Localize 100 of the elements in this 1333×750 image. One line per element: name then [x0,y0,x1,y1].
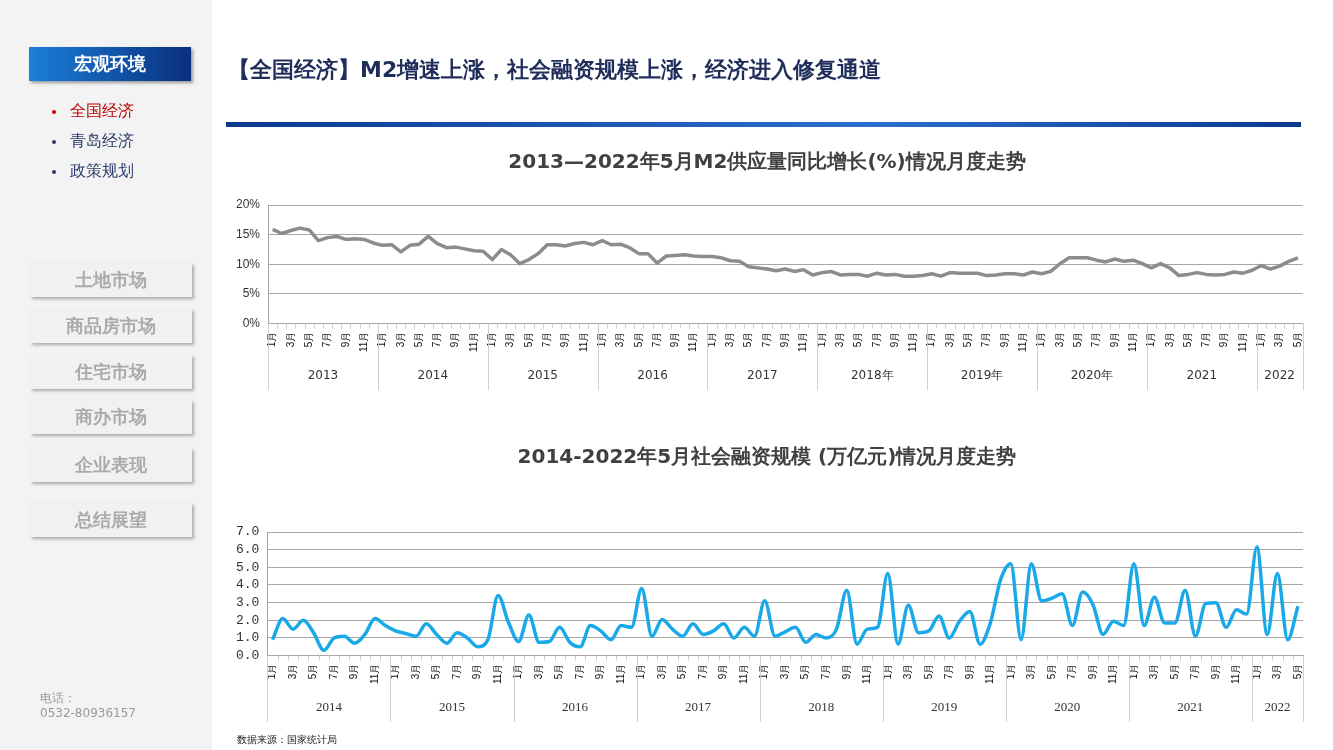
x-tick-label: 7月 [573,663,585,680]
text: 企业表现 [30,448,192,482]
x-tick-label: 7月 [327,663,339,680]
x-tick-label: 5月 [922,663,934,680]
text: 2014 [417,368,449,383]
x-tick-label: 11月 [1107,663,1119,685]
x-tick-label: 11月 [737,663,749,685]
x-tick-label: 7月 [650,331,662,348]
y-tick-label: 0% [242,315,261,330]
x-tick-label: 3月 [394,331,406,348]
text: 2019年 [960,368,1004,383]
x-tick-label: 5月 [307,663,319,680]
text: 2021 [1186,368,1218,383]
x-tick-label: 5月 [852,331,864,348]
x-tick-label: 11月 [687,331,699,353]
x-tick-label: 9月 [348,663,360,680]
x-tick-label: 11月 [1126,331,1138,353]
y-tick-label: 1.0 [236,630,260,646]
text: 【全国经济】M2增速上涨，社会融资规模上涨，经济进入修复通道 [228,56,882,84]
x-tick-label: 11月 [984,663,996,685]
text: 2017 [685,699,712,715]
x-tick-label: 5月 [632,331,644,348]
text: 全国经济 [70,101,134,122]
x-tick-label: 9月 [339,331,351,348]
text: 住宅市场 [30,355,192,389]
text: 2020年 [1070,368,1114,383]
y-tick-label: 15% [235,226,261,241]
x-tick-label: 3月 [1053,331,1065,348]
x-tick-label: 11月 [467,331,479,353]
text: 2019 [931,699,958,715]
x-tick-label: 7月 [870,331,882,348]
x-tick-label: 11月 [1017,331,1029,353]
x-tick-label: 11月 [491,663,503,685]
x-tick-label: 5月 [799,663,811,680]
chart-title: 2014-2022年5月社会融资规模 (万亿元)情况月度走势 [517,444,1017,469]
x-tick-label: 9月 [559,331,571,348]
x-tick-label: 9月 [963,663,975,680]
text: 2015 [527,368,558,383]
x-tick-label: 7月 [1200,331,1212,348]
x-tick-label: 11月 [614,663,626,685]
x-tick-label: 9月 [669,331,681,348]
text: 2017 [747,368,778,383]
x-tick-label: 9月 [594,663,606,680]
x-tick-label: 3月 [943,331,955,348]
y-tick-label: 4.0 [236,577,260,593]
x-tick-label: 7月 [1189,663,1201,680]
x-tick-label: 5月 [302,331,314,348]
y-tick-label: 5% [242,286,261,301]
text: 政策规划 [70,161,134,182]
x-tick-label: 7月 [1090,331,1102,348]
x-tick-label: 9月 [1209,663,1221,680]
text: 宏观环境 [29,47,191,81]
x-tick-label: 9月 [449,331,461,348]
chart-title: 2013—2022年5月M2供应量同比增长(%)情况月度走势 [508,149,1026,174]
x-tick-label: 9月 [471,663,483,680]
x-tick-label: 3月 [1271,663,1283,680]
x-tick-label: 5月 [553,663,565,680]
x-tick-label: 9月 [1086,663,1098,680]
x-tick-label: 7月 [450,663,462,680]
text: 2016 [637,368,668,383]
text: 商品房市场 [30,309,192,343]
y-tick-label: 10% [235,256,261,271]
text: 2021 [1177,699,1204,715]
x-tick-label: 9月 [1108,331,1120,348]
x-tick-label: 9月 [779,331,791,348]
text: 2014 [315,699,343,715]
x-tick-label: 3月 [1148,663,1160,680]
y-tick-label: 2.0 [236,612,260,628]
text: 电话： [40,690,76,707]
source-note: 数据来源：国家统计局 [237,733,337,745]
x-tick-label: 11月 [577,331,589,353]
x-tick-label: 3月 [778,663,790,680]
text: 2016 [562,699,589,715]
x-tick-label: 3月 [286,663,298,680]
x-tick-label: 5月 [1291,663,1303,680]
y-tick-label: 5.0 [236,559,260,575]
x-tick-label: 3月 [409,663,421,680]
text: 2022 [1264,699,1291,715]
x-tick-label: 11月 [1230,663,1242,685]
x-tick-label: 7月 [540,331,552,348]
text: 2018 [808,699,835,715]
x-tick-label: 3月 [1025,663,1037,680]
x-tick-label: 9月 [717,663,729,680]
y-tick-label: 3.0 [236,595,260,611]
x-tick-label: 5月 [962,331,974,348]
x-tick-label: 3月 [532,663,544,680]
text: 2015 [438,699,465,715]
x-tick-label: 3月 [724,331,736,348]
x-tick-label: 9月 [998,331,1010,348]
x-tick-label: 7月 [321,331,333,348]
x-tick-label: 5月 [430,663,442,680]
x-tick-label: 3月 [833,331,845,348]
text: 0532-80936157 [40,706,136,720]
x-tick-label: 7月 [696,663,708,680]
x-tick-label: 5月 [1071,331,1083,348]
text: 2013 [307,368,339,383]
text: 2018年 [850,368,894,383]
x-tick-label: 7月 [980,331,992,348]
x-tick-label: 3月 [1273,331,1285,348]
x-tick-label: 9月 [888,331,900,348]
